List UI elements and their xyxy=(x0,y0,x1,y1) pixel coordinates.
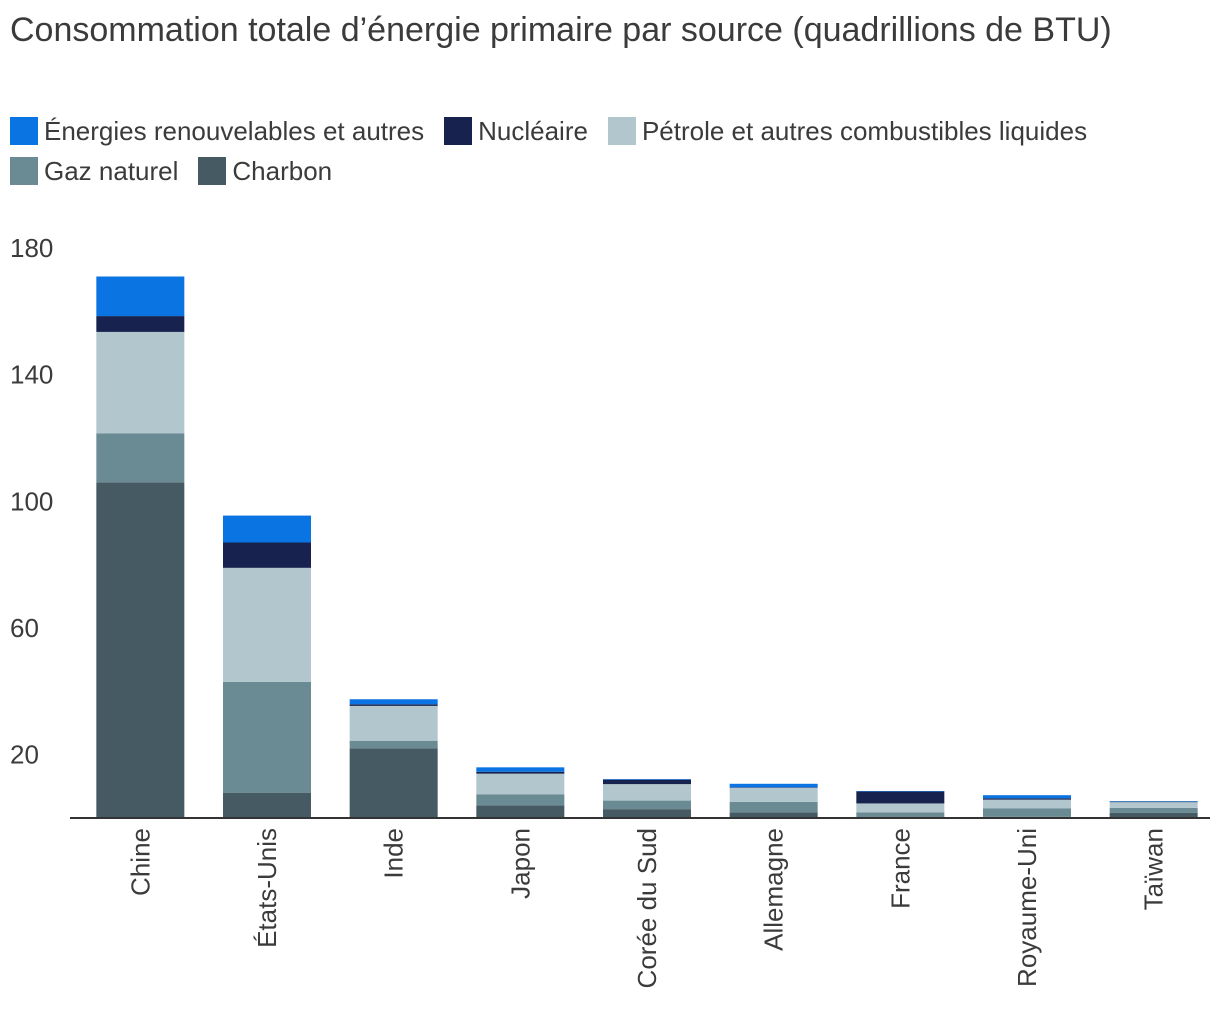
y-tick-label-100: 100 xyxy=(10,486,53,516)
bar-etats-unis-energies-renouvelables-et-autres xyxy=(223,515,311,543)
bar-stack-allemagne xyxy=(729,783,818,818)
bar-taiwan-gaz-naturel xyxy=(1109,807,1198,813)
bar-coree-du-sud-petrole-et-autres-combustibles-liquides xyxy=(603,784,691,801)
bar-royaume-uni-petrole-et-autres-combustibles-liquides xyxy=(983,799,1071,809)
bar-chine-nucleaire xyxy=(96,316,185,332)
bar-coree-du-sud-charbon xyxy=(603,809,691,818)
x-tick-label-inde: Inde xyxy=(379,828,409,879)
legend-swatch-nuclear xyxy=(444,117,473,145)
legend-item-coal: Charbon xyxy=(198,156,332,186)
x-axis-category-labels: Chine États-Unis Inde Japon Corée du Sud Alle… xyxy=(125,828,1168,988)
bar-chine-charbon xyxy=(96,482,185,818)
legend-label-coal: Charbon xyxy=(232,155,333,186)
legend-label-natural-gas: Gaz naturel xyxy=(44,155,179,186)
legend-label-oil: Pétrole et autres combustibles liquides xyxy=(641,115,1088,146)
bar-inde-gaz-naturel xyxy=(349,740,438,749)
bar-stack-chine xyxy=(96,276,185,818)
bar-allemagne-nucleaire xyxy=(729,787,818,788)
y-tick-label-20: 20 xyxy=(10,740,39,770)
x-tick-label-japon: Japon xyxy=(505,828,535,899)
bar-stack-etats-unis xyxy=(223,515,311,818)
bar-coree-du-sud-nucleaire xyxy=(603,779,691,785)
bar-allemagne-energies-renouvelables-et-autres xyxy=(729,783,818,788)
bar-stack-japon xyxy=(476,767,565,818)
bar-coree-du-sud-energies-renouvelables-et-autres xyxy=(603,779,691,780)
bar-japon-gaz-naturel xyxy=(476,794,565,806)
bar-inde-nucleaire xyxy=(349,704,438,706)
x-tick-label-france: France xyxy=(885,828,915,909)
legend-item-oil: Pétrole et autres combustibles liquides xyxy=(607,115,1088,146)
legend-item-renewables: Énergies renouvelables et autres xyxy=(10,116,424,146)
bar-stack-coree-du-sud xyxy=(603,779,691,818)
bar-inde-charbon xyxy=(349,748,438,818)
x-tick-label-royaume-uni: Royaume-Uni xyxy=(1012,828,1042,987)
legend-label-renewables: Énergies renouvelables et autres xyxy=(44,115,425,146)
y-tick-label-180: 180 xyxy=(10,233,53,263)
bar-chine-energies-renouvelables-et-autres xyxy=(96,276,185,317)
bar-chine-petrole-et-autres-combustibles-liquides xyxy=(96,331,185,434)
bar-japon-petrole-et-autres-combustibles-liquides xyxy=(476,773,565,795)
bar-royaume-uni-nucleaire xyxy=(983,798,1071,800)
y-tick-label-60: 60 xyxy=(10,613,39,643)
bar-taiwan-petrole-et-autres-combustibles-liquides xyxy=(1109,802,1198,808)
bar-france-energies-renouvelables-et-autres xyxy=(856,791,945,792)
x-tick-label-coree-du-sud: Corée du Sud xyxy=(632,828,662,988)
bar-stack-taiwan xyxy=(1109,801,1198,818)
bar-royaume-uni-gaz-naturel xyxy=(983,808,1071,817)
bar-coree-du-sud-gaz-naturel xyxy=(603,800,691,810)
x-tick-label-allemagne: Allemagne xyxy=(759,828,789,951)
bar-taiwan-charbon xyxy=(1109,812,1198,818)
legend-swatch-renewables xyxy=(10,117,38,145)
bar-allemagne-petrole-et-autres-combustibles-liquides xyxy=(729,787,818,802)
bar-france-nucleaire xyxy=(856,791,945,804)
bar-stack-inde xyxy=(349,699,438,818)
legend-item-natural-gas: Gaz naturel xyxy=(10,156,178,186)
bar-royaume-uni-energies-renouvelables-et-autres xyxy=(983,795,1071,799)
legend: Énergies renouvelables et autres Nucléai… xyxy=(10,116,1210,186)
legend-swatch-coal xyxy=(198,157,227,185)
bar-etats-unis-charbon xyxy=(223,792,311,818)
bar-allemagne-charbon xyxy=(729,812,818,818)
bars xyxy=(96,276,1198,818)
bar-allemagne-gaz-naturel xyxy=(729,801,818,813)
bar-japon-nucleaire xyxy=(476,771,565,774)
x-tick-label-etats-unis: États-Unis xyxy=(252,828,282,948)
y-axis-ticks: 20 60 100 140 180 xyxy=(10,233,53,770)
bar-japon-charbon xyxy=(476,805,565,818)
bar-etats-unis-petrole-et-autres-combustibles-liquides xyxy=(223,567,311,682)
bar-chine-gaz-naturel xyxy=(96,433,185,483)
legend-item-nuclear: Nucléaire xyxy=(444,116,588,146)
bar-taiwan-nucleaire xyxy=(1109,801,1198,803)
bar-france-petrole-et-autres-combustibles-liquides xyxy=(856,803,945,813)
chart-title: Consommation totale d’énergie primaire p… xyxy=(10,11,1112,49)
legend-swatch-oil xyxy=(607,117,636,145)
bar-etats-unis-gaz-naturel xyxy=(223,681,311,793)
bar-taiwan-energies-renouvelables-et-autres xyxy=(1109,801,1198,802)
x-tick-label-taiwan: Taïwan xyxy=(1139,828,1169,910)
bar-japon-energies-renouvelables-et-autres xyxy=(476,767,565,772)
legend-label-nuclear: Nucléaire xyxy=(478,115,588,146)
x-tick-label-chine: Chine xyxy=(125,828,155,896)
bar-stack-france xyxy=(856,791,945,818)
bar-inde-energies-renouvelables-et-autres xyxy=(349,699,438,705)
legend-swatch-natural-gas xyxy=(10,157,38,185)
bar-inde-petrole-et-autres-combustibles-liquides xyxy=(349,705,438,741)
bar-stack-royaume-uni xyxy=(983,795,1071,818)
y-tick-label-140: 140 xyxy=(10,360,53,390)
bar-etats-unis-nucleaire xyxy=(223,542,311,568)
bar-france-gaz-naturel xyxy=(856,812,945,818)
